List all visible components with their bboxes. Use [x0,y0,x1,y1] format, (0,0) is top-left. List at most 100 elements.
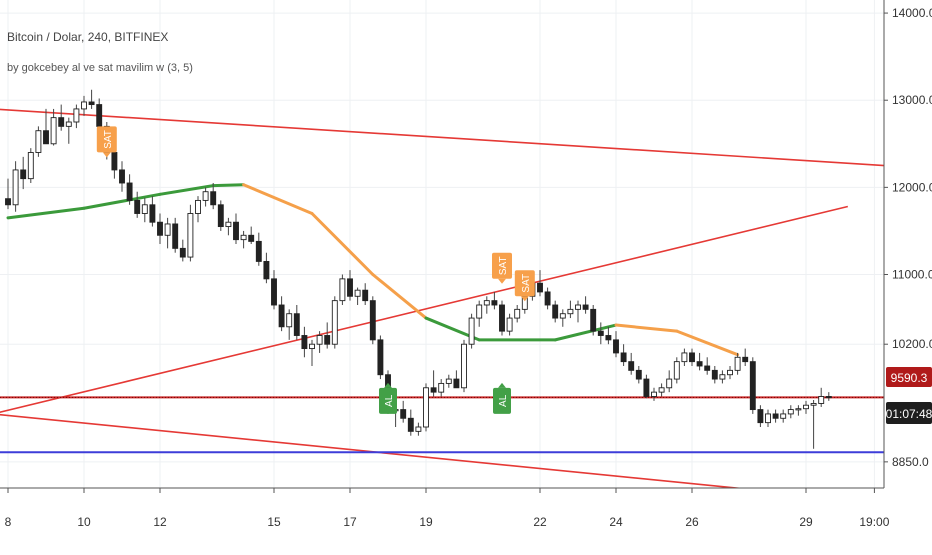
candle [210,183,217,210]
time-tick-label: 24 [609,515,623,529]
candle-body [514,308,521,319]
time-axis-bg [0,488,932,550]
study-legend[interactable]: by gokcebey al ve sat mavilim w (3, 5) [7,62,193,74]
horizontal-lines[interactable] [0,396,884,454]
candle [643,374,650,399]
candle-body [765,413,771,424]
price-axis[interactable]: 8850.0 10200.0 11000.0 12000.0 13000.0 14000.… [884,6,932,469]
candle-body [552,304,559,319]
candle [575,300,581,323]
candle [514,305,521,323]
candle [217,200,224,231]
symbol-title[interactable]: Bitcoin / Dolar, 240, BITFINEX [7,30,169,44]
candle [271,270,277,310]
candle-body [537,282,543,293]
candle-body [453,378,460,389]
candle [445,374,452,388]
time-tick-label: 22 [533,515,547,529]
candle-body [286,313,293,328]
candle-body [5,198,11,206]
candle [704,357,711,375]
candle-body [27,152,34,180]
candle-body [347,278,353,297]
price-tick-label: 12000.0 [892,180,932,194]
candle-body [651,391,657,397]
candle [658,383,665,397]
moving-average-segment [6,206,86,220]
candle-body [324,335,331,345]
signal-label-box [493,387,511,414]
candle-body [400,409,407,419]
candle [141,197,148,223]
candle-body [468,317,475,345]
candle-body [35,130,42,153]
signal-label: SAT [103,130,114,149]
price-axis-bg [884,0,932,550]
candle [111,148,118,179]
time-axis[interactable]: 8 10 12 15 17 19 22 24 26 29 19:00 [5,488,890,529]
buy-signal-marker: AL [379,382,397,414]
candle [711,366,718,384]
signal-label-box [514,270,535,297]
candle [689,348,695,366]
candle-body [50,117,57,145]
candle-body [491,300,498,306]
signal-markers: SAT AL SAT SAT AL [96,126,535,414]
candle-body [217,204,224,228]
candle-body [696,361,703,367]
candle [787,405,794,419]
trend-channel-lines[interactable] [0,108,885,504]
candle [613,331,619,358]
candle-body [65,121,72,127]
candle-body [415,426,422,432]
candle [803,400,809,414]
candle [810,399,817,449]
signal-pointer [498,382,506,388]
study-params: (3, 5) [167,62,193,74]
signal-pointer [520,296,529,302]
candle-body [81,101,87,110]
candle-body [628,361,635,371]
candle-body [339,278,346,302]
candle-body [210,191,217,206]
countdown-badge: 01:07:48 [886,402,932,424]
candle [673,357,680,384]
candle [651,387,657,401]
candle [780,409,787,423]
candle [461,339,467,393]
candle-body [742,356,749,363]
channel-line [0,108,885,167]
candle-body [780,413,787,419]
candle-body [430,387,437,393]
candle-body [233,221,239,241]
candle-body [575,304,581,310]
candle [407,409,414,436]
moving-average-segment [553,323,618,342]
signal-label-box [96,126,117,153]
candle-body [377,339,384,376]
candle-body [605,335,612,341]
time-tick-label: 15 [267,515,281,529]
candle-body [248,234,255,242]
candle-body [225,221,232,228]
candle [757,405,764,427]
candle-body [559,313,566,319]
candle-body [309,343,315,350]
candle-body [613,339,619,354]
moving-average-segment [158,184,215,196]
candle-body [179,247,186,258]
candle-body [438,382,445,393]
candle-body [499,304,505,332]
candle [749,357,756,414]
moving-average-segment [310,212,375,276]
candle [255,232,262,266]
sell-signal-marker: SAT [96,126,117,158]
last-price-value: 9590.3 [891,371,928,385]
candle [309,339,315,366]
candle-body [704,365,711,371]
candle-body [20,169,27,180]
candle-body [263,260,270,280]
candle-body [681,352,688,363]
candle-body [301,335,308,350]
